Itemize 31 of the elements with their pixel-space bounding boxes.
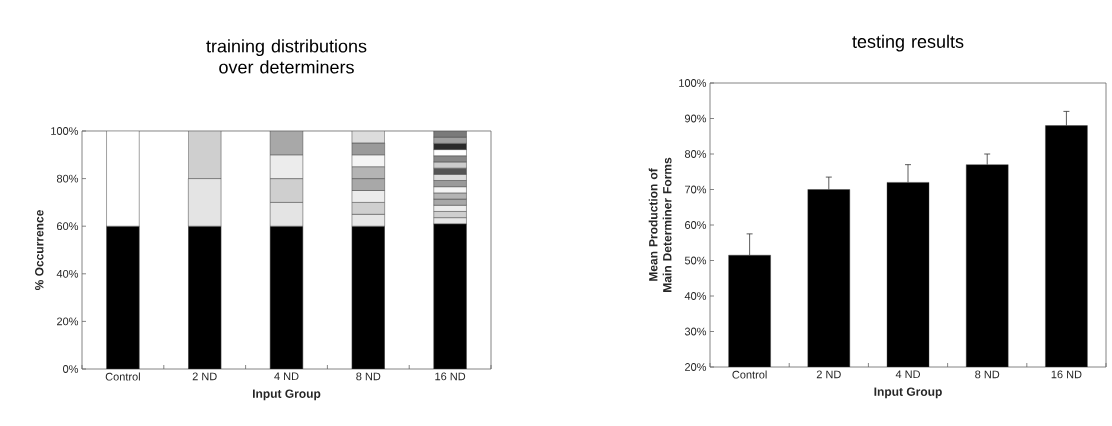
y-tick-label: 90%	[684, 114, 707, 123]
y-axis-title: Mean Production of Main Determiner Forms	[648, 157, 672, 292]
y-tick-label: 60%	[57, 222, 79, 231]
y-tick-label: 80%	[684, 150, 707, 158]
y-tick-label: 30%	[684, 327, 707, 336]
y-tick-label: 60%	[685, 221, 707, 229]
y-axis-title: % Occurrence	[35, 210, 44, 291]
y-tick-label: 70%	[685, 185, 707, 194]
y-tick-label: 40%	[56, 269, 79, 278]
chart-title: testing results	[852, 34, 964, 52]
y-tick-label: 80%	[56, 174, 79, 183]
x-tick-label: Control	[732, 370, 767, 379]
y-tick-label: 0%	[63, 365, 79, 373]
y-tick-label: 50%	[684, 256, 707, 265]
y-tick-label: 20%	[685, 363, 707, 371]
x-tick-label: 16 ND	[1051, 370, 1082, 379]
x-axis-title: Input Group	[252, 389, 321, 401]
x-tick-label: 4 ND	[895, 370, 921, 379]
x-axis-title: Input Group	[874, 387, 942, 399]
x-tick-label: Control	[105, 372, 140, 381]
x-tick-label: 16 ND	[435, 372, 466, 381]
x-tick-label: 2 ND	[816, 370, 841, 379]
y-tick-label: 40%	[684, 292, 707, 300]
y-tick-label: 100%	[51, 127, 79, 135]
chart-title: training distributions over determiners	[206, 39, 367, 74]
x-tick-label: 4 ND	[274, 372, 299, 381]
x-tick-label: 8 ND	[356, 372, 381, 381]
x-tick-label: 2 ND	[192, 372, 217, 381]
y-tick-label: 100%	[679, 79, 707, 87]
y-tick-label: 20%	[57, 317, 79, 326]
x-tick-label: 8 ND	[975, 370, 1000, 379]
